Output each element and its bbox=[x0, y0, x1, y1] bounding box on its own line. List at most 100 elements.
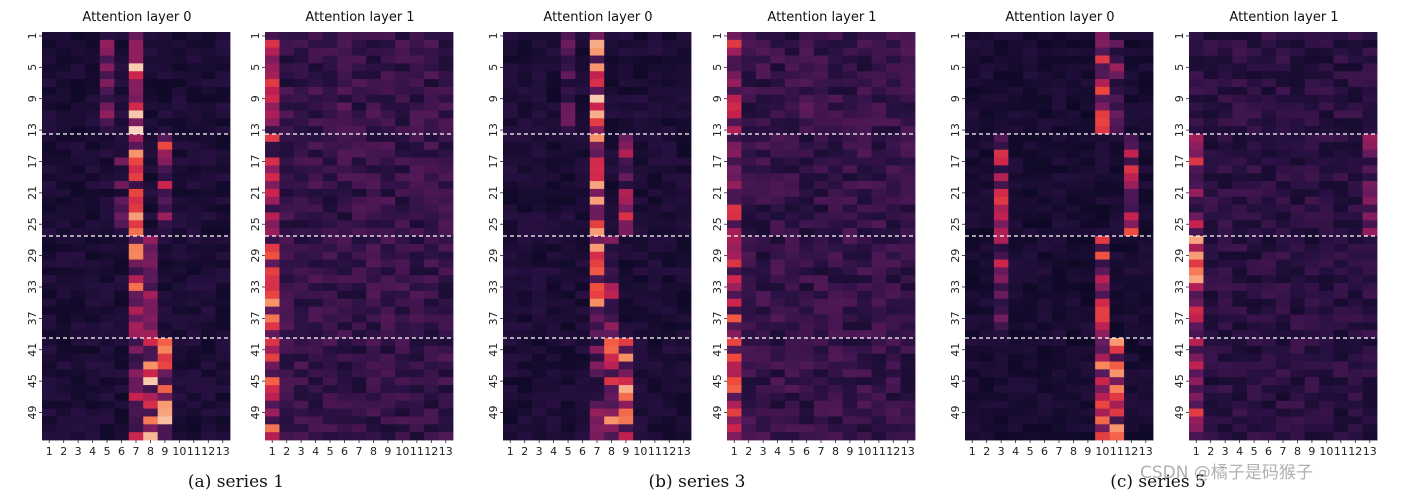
heatmap-cell bbox=[1189, 196, 1204, 206]
heatmap-cell bbox=[531, 181, 547, 190]
heatmap-cell bbox=[186, 134, 202, 143]
heatmap-cell bbox=[1290, 259, 1306, 268]
heatmap-cell bbox=[1037, 408, 1053, 417]
heatmap-cell bbox=[828, 408, 844, 417]
heatmap-cell bbox=[1066, 283, 1082, 292]
heatmap-cell bbox=[503, 385, 518, 394]
heatmap-cell bbox=[503, 196, 518, 206]
heatmap-cell bbox=[1008, 47, 1024, 56]
heatmap-cell bbox=[395, 283, 411, 292]
heatmap-cell bbox=[351, 306, 367, 315]
heatmap-cell bbox=[618, 251, 634, 260]
heatmap-cell bbox=[380, 165, 396, 174]
heatmap-cell bbox=[676, 306, 692, 315]
heatmap-cell bbox=[215, 251, 231, 260]
heatmap-cell bbox=[770, 196, 786, 206]
heatmap-cell bbox=[965, 71, 980, 80]
heatmap-cell bbox=[56, 126, 72, 135]
heatmap-cell bbox=[1037, 424, 1053, 433]
heatmap-cell bbox=[70, 173, 86, 182]
heatmap-cell bbox=[1304, 94, 1320, 104]
heatmap-cell bbox=[1008, 134, 1024, 143]
heatmap-cell bbox=[56, 165, 72, 174]
heatmap-cell bbox=[618, 86, 634, 96]
heatmap-cell bbox=[1333, 408, 1349, 417]
heatmap-cell bbox=[128, 94, 144, 104]
heatmap-cell bbox=[56, 134, 72, 143]
heatmap-cell bbox=[215, 377, 231, 386]
heatmap-cell bbox=[871, 385, 887, 394]
heatmap-cell bbox=[755, 353, 771, 362]
heatmap-cell bbox=[633, 392, 649, 402]
heatmap-cell bbox=[799, 94, 815, 104]
heatmap-cell bbox=[1319, 212, 1335, 221]
heatmap-cell bbox=[128, 102, 144, 111]
heatmap-cell bbox=[265, 39, 280, 49]
heatmap-cell bbox=[647, 55, 663, 64]
heatmap-cell bbox=[409, 275, 425, 284]
heatmap-cell bbox=[784, 416, 800, 425]
heatmap-cell bbox=[1109, 71, 1125, 80]
heatmap-cell bbox=[438, 416, 454, 425]
heatmap-cell bbox=[604, 424, 620, 433]
heatmap-cell bbox=[965, 361, 980, 370]
heatmap-cell bbox=[1037, 314, 1053, 323]
heatmap-cell bbox=[70, 204, 86, 213]
heatmap-cell bbox=[503, 212, 518, 221]
heatmap-cell bbox=[99, 267, 115, 276]
heatmap-cell bbox=[1217, 416, 1233, 425]
heatmap-cell bbox=[351, 220, 367, 229]
heatmap-cell bbox=[99, 416, 115, 425]
heatmap-cell bbox=[589, 47, 605, 56]
heatmap-cell bbox=[438, 212, 454, 221]
heatmap-cell bbox=[871, 259, 887, 268]
heatmap-cell bbox=[128, 338, 144, 347]
heatmap-cell bbox=[172, 345, 188, 355]
heatmap-cell bbox=[871, 424, 887, 433]
heatmap-cell bbox=[215, 228, 231, 237]
heatmap-cell bbox=[114, 181, 130, 190]
heatmap-cell bbox=[799, 361, 815, 370]
heatmap-cell bbox=[1022, 408, 1038, 417]
heatmap-cell bbox=[886, 228, 901, 237]
heatmap-cell bbox=[1080, 290, 1096, 300]
heatmap-cell bbox=[589, 32, 605, 41]
heatmap-cell bbox=[828, 181, 844, 190]
heatmap-cell bbox=[1232, 283, 1248, 292]
heatmap-cell bbox=[265, 361, 280, 370]
heatmap-cell bbox=[1348, 290, 1363, 300]
heatmap-cell bbox=[770, 236, 786, 245]
heatmap-cell bbox=[1124, 259, 1139, 268]
heatmap-cell bbox=[727, 32, 742, 41]
heatmap-cell bbox=[727, 361, 742, 370]
heatmap-cell bbox=[279, 259, 295, 268]
heatmap-cell bbox=[85, 165, 101, 174]
heatmap-cell bbox=[395, 338, 411, 347]
heatmap-cell bbox=[1066, 141, 1082, 151]
heatmap-cell bbox=[604, 385, 620, 394]
heatmap-cell bbox=[424, 32, 439, 41]
heatmap-cell bbox=[201, 243, 216, 253]
heatmap-cell bbox=[1124, 196, 1139, 206]
heatmap-cell bbox=[727, 408, 742, 417]
heatmap-cell bbox=[1109, 424, 1125, 433]
heatmap-cell bbox=[755, 338, 771, 347]
heatmap-cell bbox=[799, 157, 815, 166]
heatmap-cell bbox=[1333, 432, 1349, 441]
x-tick-label: 3 bbox=[298, 445, 305, 458]
heatmap-cell bbox=[993, 173, 1009, 182]
heatmap-cell bbox=[618, 275, 634, 284]
heatmap-cell bbox=[215, 196, 231, 206]
x-tick-label: 11 bbox=[648, 445, 662, 458]
heatmap-cell bbox=[1203, 188, 1219, 198]
heatmap-cell bbox=[215, 94, 231, 104]
heatmap-cell bbox=[1261, 71, 1277, 80]
heatmap-cell bbox=[604, 259, 620, 268]
heatmap-cell bbox=[279, 353, 295, 362]
heatmap-cell bbox=[531, 369, 547, 378]
heatmap-cell bbox=[85, 79, 101, 88]
heatmap-cell bbox=[114, 369, 130, 378]
heatmap-cell bbox=[395, 330, 411, 339]
heatmap-cell bbox=[886, 298, 901, 308]
heatmap-cell bbox=[1362, 196, 1378, 206]
